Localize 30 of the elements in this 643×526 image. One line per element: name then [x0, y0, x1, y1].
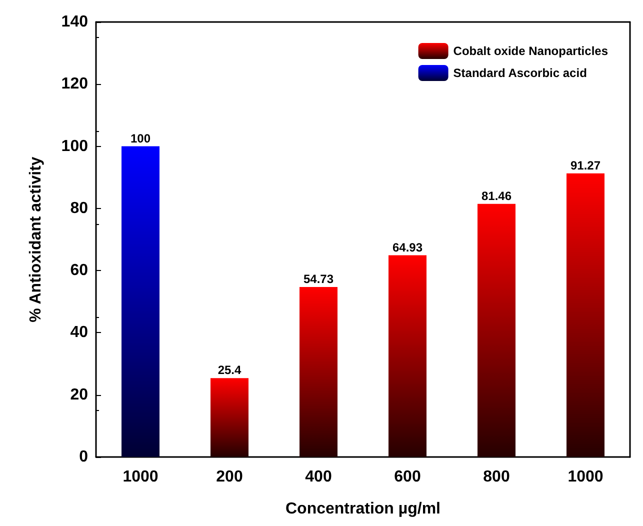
x-tick-label: 1000 [122, 468, 158, 486]
legend-label: Cobalt oxide Nanoparticles [453, 44, 608, 58]
data-label: 81.46 [481, 188, 512, 203]
y-tick-label: 0 [79, 448, 88, 466]
x-tick-label: 400 [305, 468, 332, 486]
x-tick-label: 200 [216, 468, 243, 486]
data-label: 54.73 [303, 272, 334, 286]
bar [122, 146, 160, 457]
data-label: 100 [130, 131, 151, 146]
bar [210, 378, 248, 457]
y-tick-label: 120 [61, 76, 88, 93]
bar [478, 204, 516, 457]
data-label: 25.4 [218, 363, 242, 378]
x-tick-label: 1000 [568, 468, 604, 486]
bar [300, 286, 338, 457]
y-tick-label: 100 [61, 138, 88, 155]
y-tick-label: 20 [70, 386, 88, 404]
y-tick-label: 40 [70, 324, 88, 342]
bar [566, 173, 604, 457]
x-tick-label: 800 [483, 468, 510, 486]
legend-label: Standard Ascorbic acid [453, 66, 587, 80]
y-tick-label: 80 [70, 200, 88, 217]
x-tick-label: 600 [394, 468, 421, 486]
y-tick-label: 140 [61, 14, 88, 30]
data-label: 64.93 [392, 240, 423, 254]
data-label: 91.27 [570, 158, 601, 172]
y-tick-label: 60 [70, 262, 88, 280]
y-axis-title: % Antioxidant activity [28, 156, 44, 322]
x-axis-title: Concentration µg/ml [286, 500, 440, 518]
bar [388, 255, 426, 457]
